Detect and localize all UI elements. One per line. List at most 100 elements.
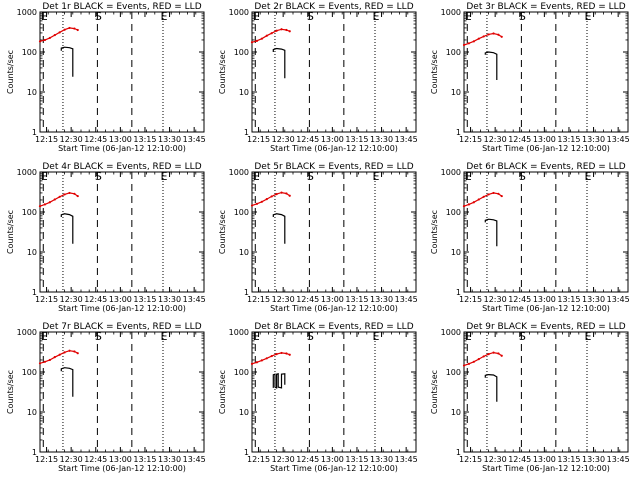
lld-point (38, 205, 42, 208)
detector-panel-3: Det 3r BLACK = Events, RED = LLD 1 10 100 10… (430, 2, 630, 153)
lld-point (492, 351, 495, 354)
series-line-events (60, 367, 74, 397)
lld-point (497, 352, 500, 355)
annotation-marker: E (253, 330, 260, 343)
x-tick-label: 12:45 (508, 295, 531, 304)
x-tick-label: 12:30 (484, 455, 507, 464)
x-tick-label: 13:00 (321, 135, 344, 144)
plot-frame (463, 11, 629, 133)
y-tick-label: 10 (27, 88, 37, 97)
plot-frame (39, 171, 205, 293)
lld-point (38, 40, 42, 43)
y-tick-label: 100 (446, 48, 461, 57)
lld-point (482, 195, 485, 198)
lld-point (76, 352, 79, 355)
lld-point (492, 32, 495, 35)
annotation-marker: E (41, 170, 48, 183)
y-tick-label: 1000 (229, 8, 249, 17)
x-tick-label: 12:45 (84, 135, 107, 144)
annotation-marker: E (161, 10, 168, 23)
lld-point (482, 355, 485, 358)
y-axis-label: Counts/sec (430, 370, 439, 414)
lld-point (48, 36, 51, 40)
lld-point (255, 202, 259, 205)
x-axis-label: Start Time (06-Jan-12 12:10:00) (270, 144, 398, 153)
annotation-marker: E (373, 170, 380, 183)
detector-panel-1: Det 1r BLACK = Events, RED = LLD 1 10 100 10… (6, 2, 206, 153)
lld-point (260, 37, 263, 40)
lld-point (270, 32, 273, 35)
panel-title: Det 2r BLACK = Events, RED = LLD (254, 2, 413, 12)
annotation-marker: S (307, 330, 314, 343)
plot-frame (251, 331, 417, 453)
x-tick-label: 12:45 (84, 455, 107, 464)
panel-title: Det 4r BLACK = Events, RED = LLD (42, 162, 201, 172)
detector-panel-8: Det 8r BLACK = Events, RED = LLD 1 10 100 10… (218, 322, 418, 473)
series-line-events (484, 373, 498, 402)
annotation-marker: E (161, 330, 168, 343)
x-tick-label: 12:15 (35, 135, 58, 144)
x-tick-label: 13:45 (607, 295, 630, 304)
x-tick-label: 13:00 (109, 455, 132, 464)
y-tick-label: 10 (27, 408, 37, 417)
x-tick-label: 12:45 (296, 135, 319, 144)
x-axis-label: Start Time (06-Jan-12 12:10:00) (270, 464, 398, 473)
lld-point (265, 357, 268, 360)
x-tick-label: 12:45 (508, 135, 531, 144)
lld-point (285, 28, 288, 32)
y-tick-label: 1 (244, 448, 249, 457)
panel-title: Det 7r BLACK = Events, RED = LLD (42, 322, 201, 332)
x-tick-label: 13:30 (370, 135, 393, 144)
y-axis-label: Counts/sec (6, 50, 15, 94)
lld-point (68, 191, 71, 195)
x-tick-label: 12:30 (272, 455, 295, 464)
x-tick-label: 13:45 (395, 135, 418, 144)
lld-point (255, 361, 259, 364)
lld-point (53, 356, 56, 359)
annotation-marker: S (519, 10, 526, 23)
lld-point (487, 353, 490, 356)
x-tick-label: 12:15 (247, 455, 270, 464)
panel-title: Det 1r BLACK = Events, RED = LLD (42, 2, 201, 12)
lld-point (467, 362, 471, 365)
y-tick-label: 1 (244, 128, 249, 137)
lld-point (462, 43, 466, 47)
y-axis-label: Counts/sec (6, 210, 15, 254)
detector-panel-7: Det 7r BLACK = Events, RED = LLD 1 10 100 10… (6, 322, 206, 473)
annotation-marker: E (253, 170, 260, 183)
lld-point (265, 34, 268, 37)
x-tick-label: 13:00 (321, 295, 344, 304)
lld-point (500, 35, 503, 38)
annotation-marker: S (95, 330, 102, 343)
x-tick-label: 13:15 (133, 455, 156, 464)
x-tick-label: 13:15 (557, 455, 580, 464)
lld-point (275, 29, 278, 32)
x-tick-label: 13:45 (183, 455, 206, 464)
x-tick-label: 13:30 (158, 135, 181, 144)
annotation-marker: E (585, 330, 592, 343)
lld-point (260, 200, 263, 203)
lld-point (265, 198, 268, 201)
lld-point (482, 35, 485, 38)
x-tick-label: 13:45 (395, 455, 418, 464)
lld-point (275, 353, 278, 356)
x-tick-label: 12:30 (484, 135, 507, 144)
x-tick-label: 13:30 (370, 455, 393, 464)
x-tick-label: 13:45 (607, 135, 630, 144)
y-axis-label: Counts/sec (430, 50, 439, 94)
series-line-events (60, 46, 74, 77)
x-tick-label: 13:15 (345, 135, 368, 144)
lld-point (477, 198, 480, 201)
lld-point (285, 352, 288, 355)
y-tick-label: 10 (239, 248, 249, 257)
annotation-marker: E (465, 10, 472, 23)
annotation-marker: S (519, 330, 526, 343)
annotation-marker: E (465, 170, 472, 183)
y-tick-label: 1000 (441, 8, 461, 17)
x-tick-label: 13:15 (557, 295, 580, 304)
lld-point (76, 194, 79, 198)
annotation-marker: E (253, 10, 260, 23)
y-tick-label: 1 (32, 288, 37, 297)
x-tick-label: 12:15 (247, 135, 270, 144)
